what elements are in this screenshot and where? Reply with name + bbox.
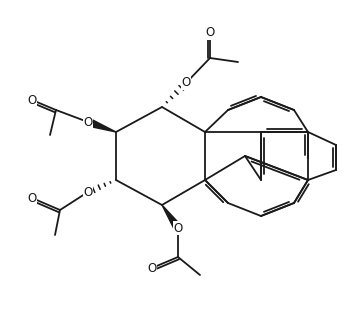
Text: O: O bbox=[83, 185, 92, 198]
Text: O: O bbox=[205, 27, 215, 40]
Polygon shape bbox=[162, 205, 181, 230]
Text: O: O bbox=[147, 262, 157, 275]
Text: O: O bbox=[173, 222, 183, 235]
Text: O: O bbox=[28, 191, 37, 204]
Text: O: O bbox=[83, 115, 92, 128]
Polygon shape bbox=[86, 118, 116, 132]
Text: O: O bbox=[28, 94, 37, 107]
Text: O: O bbox=[181, 76, 191, 89]
